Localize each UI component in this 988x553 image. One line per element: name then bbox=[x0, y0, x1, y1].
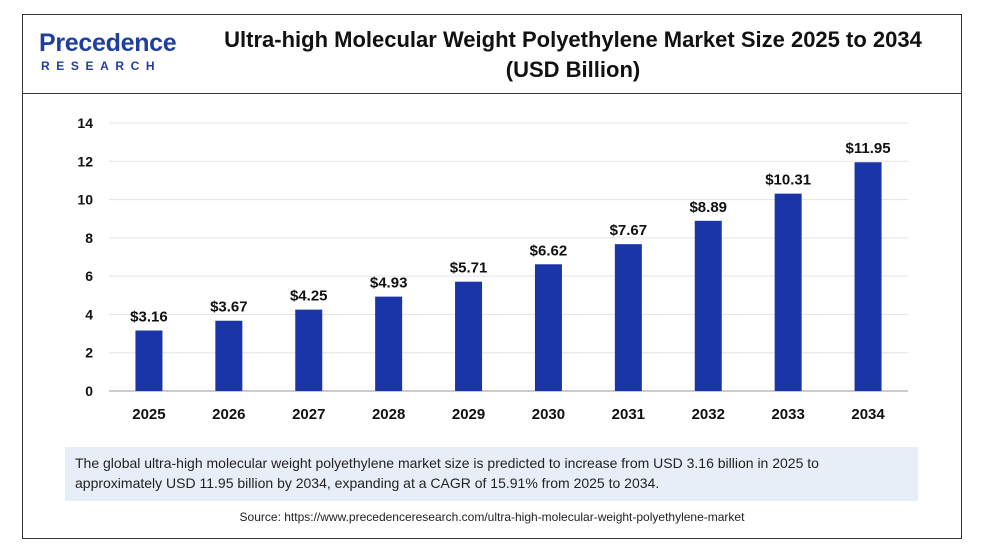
x-tick-label: 2034 bbox=[851, 406, 885, 423]
data-label: $4.93 bbox=[370, 275, 408, 292]
y-tick-label: 10 bbox=[77, 192, 93, 208]
x-tick-label: 2032 bbox=[692, 406, 725, 423]
bar bbox=[534, 264, 562, 391]
bar bbox=[135, 330, 163, 391]
summary-line-2: approximately USD 11.95 billion by 2034,… bbox=[75, 475, 660, 491]
bar bbox=[215, 320, 243, 391]
data-label: $4.25 bbox=[290, 288, 328, 305]
y-tick-label: 2 bbox=[85, 345, 93, 361]
data-label: $6.62 bbox=[530, 242, 568, 259]
bar bbox=[295, 309, 323, 391]
x-tick-label: 2031 bbox=[612, 406, 645, 423]
data-label: $10.31 bbox=[765, 172, 811, 189]
y-tick-label: 0 bbox=[85, 383, 93, 399]
logo-wordmark: Precedence bbox=[39, 29, 177, 57]
y-tick-label: 4 bbox=[85, 306, 93, 322]
chart-frame: Precedence RESEARCH Ultra-high Molecular… bbox=[22, 14, 962, 539]
chart-title-line-1: Ultra-high Molecular Weight Polyethylene… bbox=[224, 27, 922, 52]
data-label: $11.95 bbox=[846, 140, 891, 157]
data-label: $7.67 bbox=[610, 222, 648, 239]
x-tick-label: 2027 bbox=[292, 406, 325, 423]
y-tick-label: 8 bbox=[85, 230, 93, 246]
logo-tagline: RESEARCH bbox=[41, 59, 162, 73]
summary-line-1: The global ultra-high molecular weight p… bbox=[75, 455, 819, 471]
x-tick-label: 2033 bbox=[771, 406, 804, 423]
bar-chart: 0 2 4 6 8 10 12 14 $3.16 2025 $3.67 2026 $4.25 2027 $4… bbox=[77, 115, 908, 423]
x-tick-label: 2029 bbox=[452, 406, 485, 423]
summary-note: The global ultra-high molecular weight p… bbox=[65, 447, 918, 501]
chart-title-line-2: (USD Billion) bbox=[505, 57, 641, 82]
y-tick-label: 14 bbox=[77, 115, 93, 131]
x-tick-label: 2028 bbox=[372, 406, 405, 423]
source-text: Source: https://www.precedenceresearch.c… bbox=[239, 510, 745, 524]
bar bbox=[854, 162, 882, 391]
data-label: $8.89 bbox=[689, 199, 727, 216]
data-label: $3.67 bbox=[210, 299, 248, 316]
bar bbox=[694, 220, 722, 391]
bar bbox=[614, 244, 642, 391]
bar bbox=[774, 193, 802, 391]
data-label: $3.16 bbox=[130, 309, 168, 326]
bar bbox=[375, 296, 403, 391]
header: Precedence RESEARCH Ultra-high Molecular… bbox=[23, 15, 961, 94]
y-tick-label: 12 bbox=[77, 153, 93, 169]
logo: Precedence RESEARCH bbox=[39, 29, 179, 79]
x-tick-label: 2025 bbox=[132, 406, 165, 423]
chart-title: Ultra-high Molecular Weight Polyethylene… bbox=[183, 25, 963, 85]
y-tick-label: 6 bbox=[85, 268, 93, 284]
bar bbox=[455, 281, 483, 391]
data-label: $5.71 bbox=[450, 260, 488, 277]
x-tick-label: 2026 bbox=[212, 406, 245, 423]
x-tick-label: 2030 bbox=[532, 406, 565, 423]
